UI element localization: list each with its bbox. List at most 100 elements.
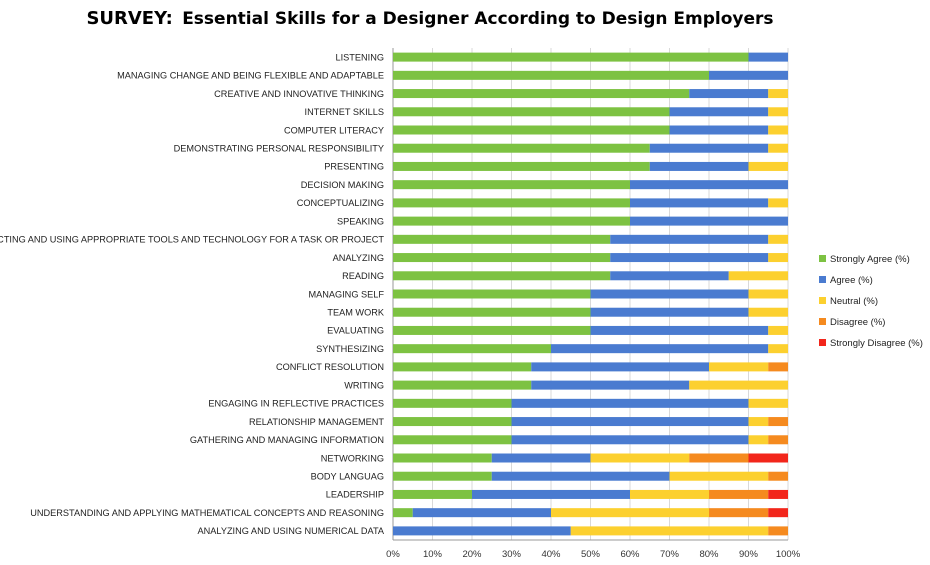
bar-segment [768, 253, 788, 263]
bar-segment [728, 271, 788, 281]
bar-segment [669, 107, 769, 117]
bar-segment [768, 107, 788, 117]
bar-segment [393, 253, 611, 263]
category-label: ANALYZING [333, 253, 384, 263]
category-label: ANALYZING AND USING NUMERICAL DATA [198, 526, 385, 536]
bar-segment [393, 362, 532, 372]
bar-segment [768, 489, 788, 499]
x-tick-label: 20% [462, 549, 482, 560]
bar-segment [768, 362, 788, 372]
legend-swatch [819, 255, 826, 262]
bar-segment [768, 508, 788, 518]
bar-segment [393, 417, 512, 427]
bar-segment [393, 143, 650, 153]
bar-segment [768, 125, 788, 135]
category-label: BODY LANGUAG [311, 472, 384, 482]
bar-segment [393, 89, 690, 99]
category-label: RELATIONSHIP MANAGEMENT [249, 417, 384, 427]
bar-segment [610, 253, 769, 263]
bar-segment [590, 453, 690, 463]
bar-segment [590, 325, 769, 335]
bar-segment [590, 307, 749, 317]
x-tick-label: 0% [386, 549, 400, 560]
bar-segment [393, 380, 532, 390]
chart-title-text: Essential Skills for a Designer Accordin… [182, 9, 774, 29]
bar-segment [748, 417, 769, 427]
bar-segment [768, 143, 788, 153]
category-label: CONCEPTUALIZING [297, 198, 384, 208]
bar-segment [610, 234, 769, 244]
category-label: CONFLICT RESOLUTION [276, 362, 384, 372]
bar-segment [630, 198, 769, 208]
bar-segment [709, 508, 769, 518]
bar-segment [748, 435, 769, 445]
bar-segment [393, 198, 630, 208]
category-label: CREATIVE AND INNOVATIVE THINKING [214, 89, 384, 99]
bar-segment [393, 325, 591, 335]
bar-segment [393, 344, 551, 354]
x-tick-label: 50% [581, 549, 601, 560]
bar-segment [748, 161, 788, 171]
bar-segment [689, 380, 788, 390]
bar-segment [768, 344, 788, 354]
bar-segment [768, 89, 788, 99]
chart-title-prefix: SURVEY: [86, 8, 173, 29]
category-label: SYNTHESIZING [316, 344, 384, 354]
category-label: READING [342, 271, 384, 281]
bar-segment [748, 307, 788, 317]
bar-segment [393, 471, 492, 481]
bar-segment [393, 161, 650, 171]
category-label: COMPUTER LITERACY [284, 125, 384, 135]
bars [393, 52, 788, 536]
bar-segment [511, 417, 749, 427]
bar-segment [393, 508, 413, 518]
category-label: ENGAGING IN REFLECTIVE PRACTICES [208, 399, 384, 409]
bar-segment [689, 453, 749, 463]
category-label: PRESENTING [324, 162, 384, 172]
category-label: UNDERSTANDING AND APPLYING MATHEMATICAL … [30, 508, 384, 518]
x-tick-label: 100% [776, 549, 801, 560]
bar-segment [393, 234, 611, 244]
bar-segment [393, 107, 670, 117]
bar-segment [709, 70, 788, 80]
x-tick-label: 30% [502, 549, 522, 560]
bar-segment [491, 471, 670, 481]
bar-segment [669, 471, 769, 481]
category-label: WRITING [344, 380, 384, 390]
bar-segment [649, 143, 769, 153]
x-tick-label: 40% [541, 549, 561, 560]
legend-label: Strongly Disagree (%) [830, 338, 923, 349]
bar-segment [768, 435, 788, 445]
bar-segment [768, 234, 788, 244]
bar-segment [768, 325, 788, 335]
bar-segment [689, 89, 769, 99]
legend-label: Strongly Agree (%) [830, 254, 910, 265]
x-tick-label: 60% [620, 549, 640, 560]
x-tick-label: 90% [739, 549, 759, 560]
legend-label: Agree (%) [830, 275, 873, 286]
bar-segment [412, 508, 551, 518]
x-tick-label: 10% [423, 549, 443, 560]
legend-swatch [819, 318, 826, 325]
bar-segment [709, 489, 769, 499]
bar-segment [748, 453, 788, 463]
category-label: LEADERSHIP [326, 490, 384, 500]
bar-segment [531, 380, 690, 390]
bar-segment [393, 289, 591, 299]
bar-segment [768, 417, 788, 427]
bar-segment [393, 216, 630, 226]
category-label: MANAGING CHANGE AND BEING FLEXIBLE AND A… [117, 71, 384, 81]
x-axis-ticks: 0% 10% 20% 30% 40% 50% 60% 70% 80% 90% 100% [386, 549, 801, 560]
bar-segment [551, 344, 769, 354]
bar-segment [393, 398, 512, 408]
bar-segment [630, 489, 709, 499]
bar-segment [748, 52, 788, 62]
x-tick-label: 80% [699, 549, 719, 560]
bar-segment [630, 216, 788, 226]
bar-segment [768, 198, 788, 208]
bar-segment [531, 362, 709, 372]
category-label: SPEAKING [337, 216, 384, 226]
legend-swatch [819, 276, 826, 283]
bar-segment [472, 489, 630, 499]
